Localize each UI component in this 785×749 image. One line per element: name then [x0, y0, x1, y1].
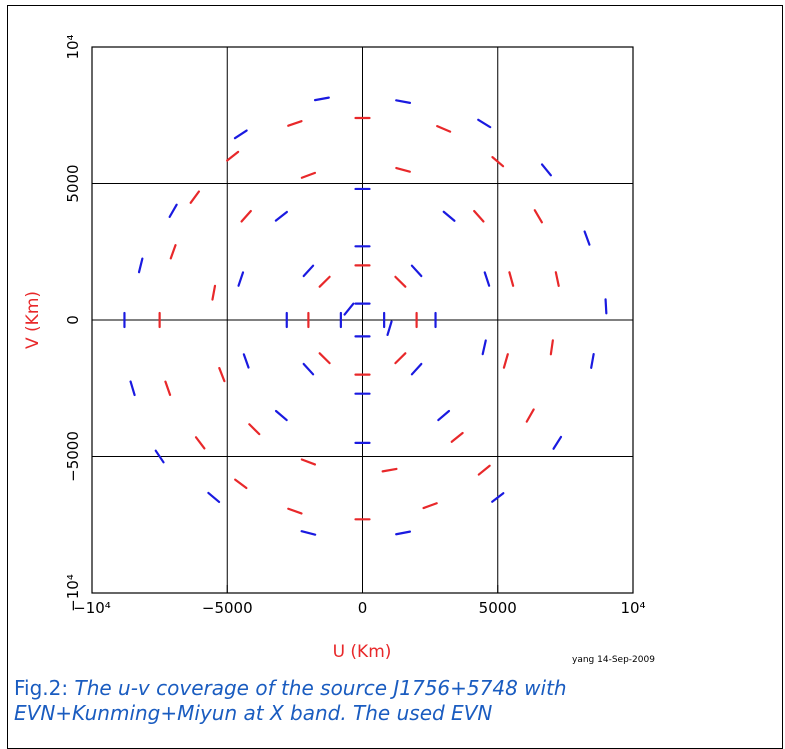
annotation: yang 14-Sep-2009 — [572, 655, 655, 665]
uv-dash — [300, 530, 317, 536]
uv-dash — [240, 209, 252, 223]
uv-dash — [218, 366, 226, 383]
caption: Fig.2: The u-v coverage of the source J1… — [14, 676, 754, 726]
uv-dash — [313, 96, 330, 102]
uv-dash — [386, 320, 393, 336]
uv-dash — [410, 264, 423, 278]
uv-dash — [300, 171, 317, 179]
y-tick-label: −5000 — [64, 431, 82, 482]
uv-dash — [450, 431, 464, 443]
uv-dash — [302, 362, 315, 376]
caption-text: The u-v coverage of the source J1756+574… — [14, 676, 567, 725]
uv-dash — [394, 275, 407, 288]
uv-dash — [552, 435, 563, 450]
uv-dash — [477, 464, 491, 476]
uv-dash — [483, 271, 491, 287]
x-tick-label: 0 — [358, 599, 368, 617]
uv-dash — [154, 449, 165, 464]
uv-dash — [168, 203, 178, 218]
uv-dash — [248, 423, 261, 436]
x-axis-title: U (Km) — [333, 642, 392, 662]
uv-dash — [343, 302, 355, 316]
uv-dash — [211, 284, 217, 301]
uv-dash — [410, 362, 423, 376]
uv-dash — [525, 408, 535, 423]
chart: U (Km) V (Km) yang 14-Sep-2009 −10⁴ −5000… — [23, 34, 655, 665]
uv-dash — [437, 409, 451, 422]
x-tick-label: 5000 — [479, 599, 517, 617]
uv-dash — [502, 353, 509, 369]
x-tick-label: −5000 — [202, 599, 253, 617]
uv-dash — [164, 380, 172, 396]
plot-frame — [91, 46, 634, 594]
uv-dash — [590, 352, 595, 369]
uv-dash — [226, 150, 240, 162]
uv-dash — [318, 352, 331, 365]
uv-dash — [381, 467, 398, 473]
uv-dash — [274, 409, 288, 422]
uv-dash — [287, 120, 303, 127]
uv-dash — [274, 210, 288, 222]
y-tick-label: 5000 — [64, 164, 82, 202]
uv-dash — [237, 271, 245, 287]
caption-label: Fig.2: — [14, 676, 69, 700]
x-tick-label: −10⁴ — [73, 599, 111, 617]
uv-dash — [583, 230, 591, 246]
uv-dash — [189, 190, 201, 204]
uv-dash — [395, 99, 412, 104]
uv-dash — [395, 530, 412, 536]
uv-dash — [233, 129, 248, 140]
uv-dash — [207, 491, 221, 504]
uv-dash — [287, 507, 303, 515]
uv-dash — [554, 271, 560, 288]
uv-dash — [395, 166, 411, 173]
y-tick-label: 10⁴ — [64, 34, 82, 59]
y-tick-label: 0 — [64, 315, 82, 325]
uv-dash — [300, 458, 317, 466]
uv-dash — [491, 156, 505, 168]
x-tick-label: 10⁴ — [620, 599, 645, 617]
uv-dash — [234, 478, 248, 490]
uv-dash — [129, 380, 136, 397]
uv-dash — [533, 209, 543, 224]
uv-dash — [422, 502, 438, 510]
uv-dash — [242, 353, 250, 369]
y-axis-title: V (Km) — [23, 291, 43, 349]
uv-dash — [169, 244, 177, 260]
uv-dash — [604, 298, 608, 315]
uv-dash — [491, 492, 505, 503]
uv-dash — [137, 257, 144, 274]
uv-dash — [508, 271, 515, 287]
y-tick-label: −10⁴ — [64, 574, 82, 612]
uv-dash — [318, 275, 331, 288]
uv-dash — [473, 209, 485, 223]
uv-dash — [302, 264, 315, 278]
uv-dash — [394, 352, 407, 365]
uv-dash — [442, 210, 456, 222]
uv-dash — [477, 118, 492, 129]
uv-dash — [481, 339, 487, 356]
uv-dash — [194, 436, 206, 450]
uv-dash — [540, 163, 552, 177]
uv-dash — [436, 125, 452, 133]
uv-dash — [549, 339, 554, 356]
